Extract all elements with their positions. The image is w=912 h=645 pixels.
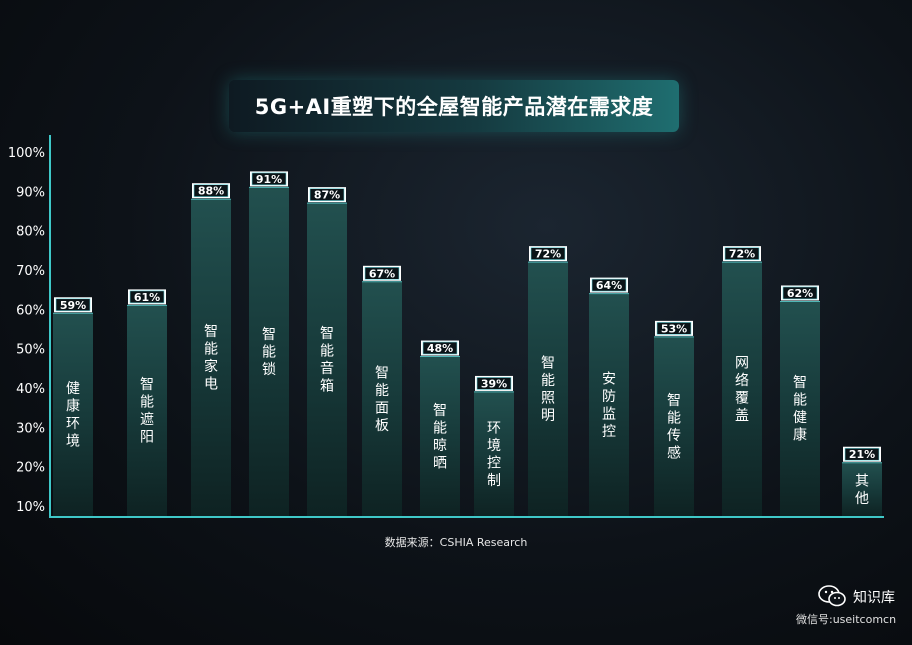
value-label-inner: [724, 247, 760, 260]
watermark-name: 知识库: [853, 590, 895, 606]
value-label: 91%: [256, 173, 282, 186]
bar: [722, 262, 762, 517]
bar-group: 48% 智能晾晒: [420, 340, 460, 517]
category-label: 智能照明: [541, 356, 555, 425]
bar: [589, 293, 629, 517]
value-label-inner: [476, 377, 512, 390]
value-label: 53%: [661, 322, 687, 335]
category-label: 智能锁: [262, 327, 276, 378]
value-label: 72%: [535, 248, 561, 261]
bar: [474, 391, 514, 517]
value-label: 48%: [427, 342, 453, 355]
category-label: 智能健康: [793, 375, 807, 444]
y-tick-label: 30%: [16, 421, 45, 436]
bar-group: 62% 智能健康: [780, 285, 820, 517]
value-label: 87%: [314, 189, 340, 202]
y-tick-label: 20%: [16, 461, 45, 476]
category-label: 智能家电: [204, 324, 218, 393]
category-label: 智能面板: [375, 365, 389, 434]
category-label: 健康环境: [66, 381, 80, 450]
y-tick-label: 80%: [16, 225, 45, 240]
bar-group: 61% 智能遮阳: [127, 289, 167, 517]
bar-group: 87% 智能音箱: [307, 187, 347, 517]
category-label: 其他: [855, 473, 869, 507]
bar-group: 64% 安防监控: [589, 277, 629, 517]
bar: [307, 203, 347, 517]
chart-title-box: 5G+AI重塑下的全屋智能产品潜在需求度: [229, 80, 679, 132]
y-tick-label: 40%: [16, 382, 45, 397]
bar-group: 91% 智能锁: [249, 171, 289, 517]
category-label: 智能遮阳: [140, 377, 154, 446]
watermark-id: 微信号:useitcomcn: [796, 613, 897, 626]
source-note: 数据来源：CSHIA Research: [384, 536, 528, 549]
y-tick-label: 60%: [16, 303, 45, 318]
y-tick-label: 10%: [16, 500, 45, 515]
value-label-inner: [656, 322, 692, 335]
bar-group: 67% 智能面板: [362, 265, 402, 517]
y-tick-label: 100%: [8, 146, 45, 161]
bar-group: 72% 网络覆盖: [722, 246, 762, 517]
bar-group: 88% 智能家电: [191, 183, 231, 517]
value-label-inner: [193, 184, 229, 197]
category-label: 智能传感: [667, 393, 681, 462]
y-tick-label: 50%: [16, 343, 45, 358]
bar: [249, 187, 289, 517]
bar: [780, 301, 820, 517]
value-label: 39%: [481, 377, 507, 390]
bar: [654, 336, 694, 517]
wechat-icon: [818, 585, 846, 607]
value-label-inner: [591, 278, 627, 292]
bar: [528, 262, 568, 517]
bar-group: 72% 智能照明: [528, 246, 568, 517]
bar: [420, 356, 460, 517]
bar: [53, 313, 93, 517]
value-label: 62%: [787, 287, 813, 300]
category-label: 环境控制: [487, 420, 501, 489]
value-label-inner: [844, 447, 880, 461]
category-label: 网络覆盖: [735, 356, 749, 425]
value-label-inner: [55, 298, 91, 312]
bar-group: 39% 环境控制: [474, 375, 514, 517]
y-tick-label: 90%: [16, 185, 45, 200]
value-label: 21%: [849, 448, 875, 461]
chart-title: 5G+AI重塑下的全屋智能产品潜在需求度: [254, 95, 654, 119]
value-label-inner: [422, 341, 458, 355]
value-label: 72%: [729, 248, 755, 261]
value-label-inner: [251, 172, 287, 186]
category-label: 智能音箱: [320, 326, 334, 395]
category-label: 安防监控: [602, 371, 616, 440]
bar-group: 53% 智能传感: [654, 320, 694, 517]
category-label: 智能晾晒: [433, 403, 447, 472]
y-tick-label: 70%: [16, 264, 45, 279]
bar: [362, 281, 402, 517]
bar-group: 21% 其他: [842, 446, 882, 517]
value-label-inner: [129, 290, 165, 304]
value-label-inner: [364, 266, 400, 280]
bar: [842, 462, 882, 517]
value-label: 59%: [60, 299, 86, 312]
value-label: 67%: [369, 267, 395, 280]
value-label: 64%: [596, 279, 622, 292]
value-label: 88%: [198, 185, 224, 198]
bar: [127, 305, 167, 517]
value-label-inner: [782, 286, 818, 300]
bar: [191, 199, 231, 517]
value-label-inner: [530, 247, 566, 260]
value-label: 61%: [134, 291, 160, 304]
value-label-inner: [309, 188, 345, 201]
bar-group: 59% 健康环境: [53, 297, 93, 517]
